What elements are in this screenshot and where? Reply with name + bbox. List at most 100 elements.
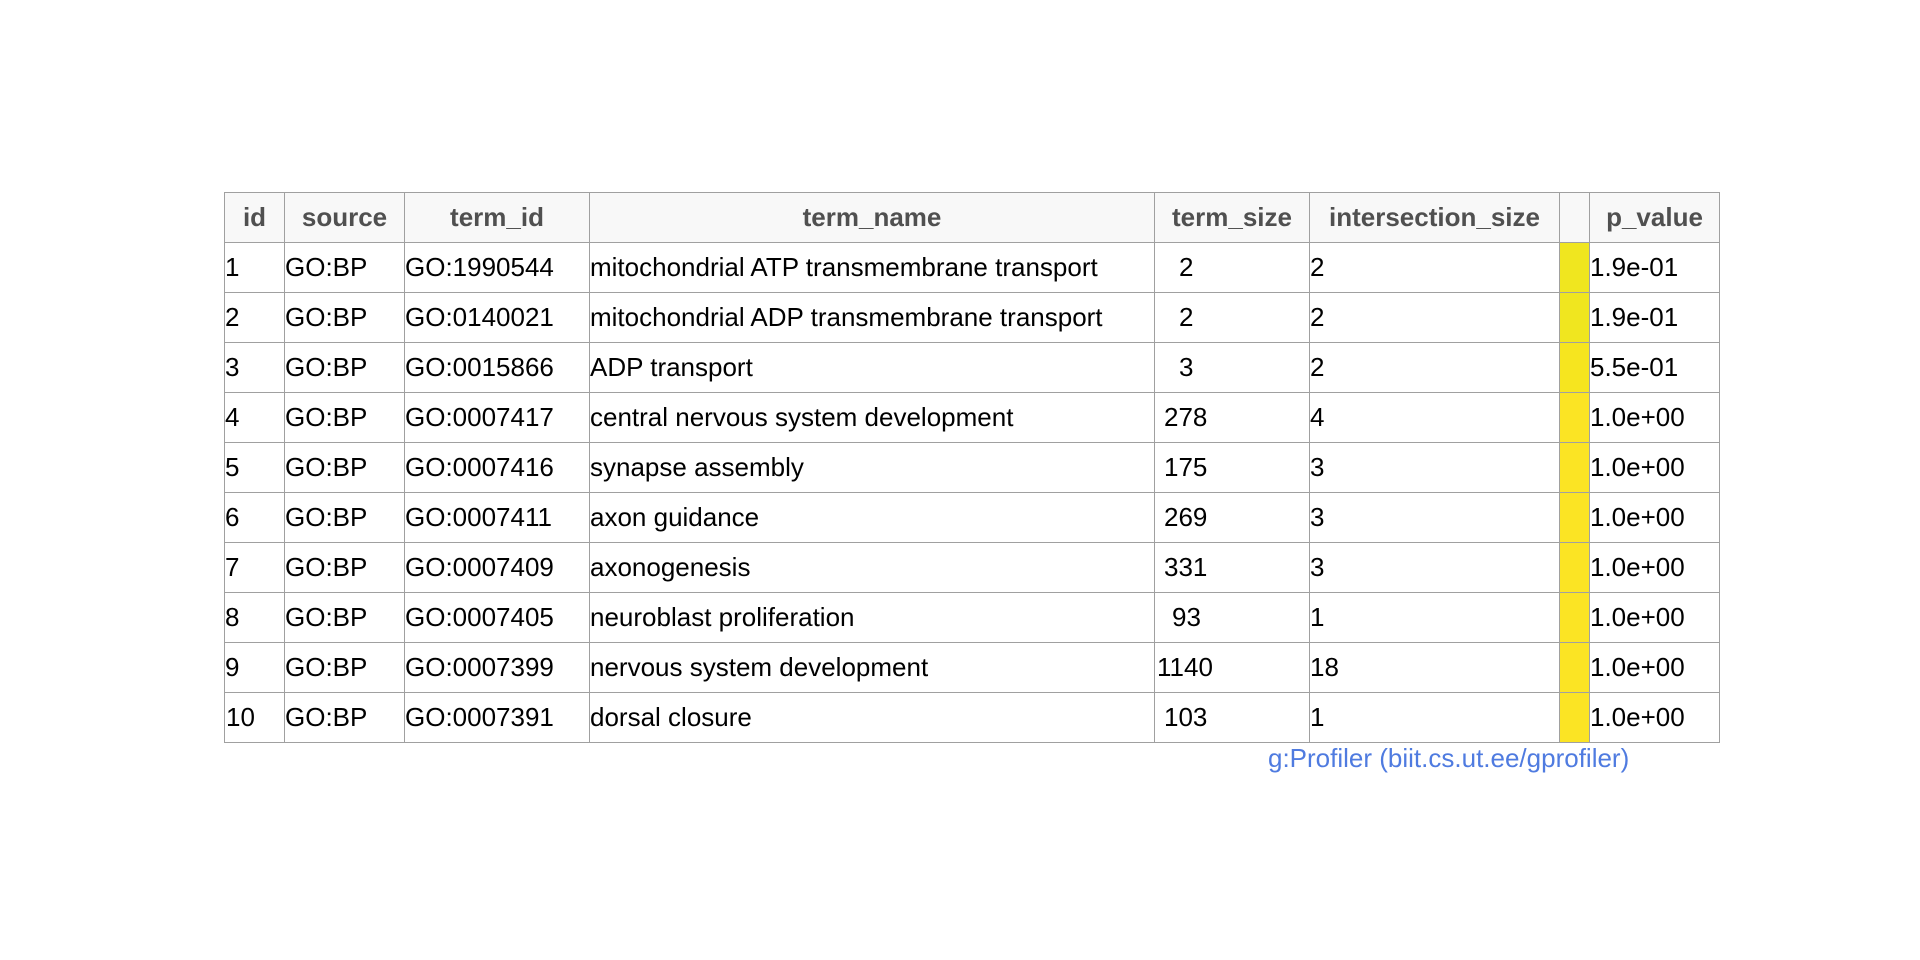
header-term-id: term_id bbox=[404, 192, 590, 243]
table-row: 1 GO:BP GO:1990544 mitochondrial ATP transm… bbox=[224, 242, 1720, 293]
gprofiler-credit: g:Profiler (biit.cs.ut.ee/gprofiler) bbox=[1268, 743, 1630, 773]
cell-term-size: 331 bbox=[1154, 542, 1310, 593]
cell-term-name: mitochondrial ADP transmembrane transpor… bbox=[589, 292, 1155, 343]
cell-id: 2 bbox=[224, 292, 285, 343]
table-row: 10 GO:BP GO:0007391 dorsal closure 103 1 1.0e+… bbox=[224, 692, 1720, 743]
cell-intersection-size: 1 bbox=[1309, 592, 1560, 643]
cell-term-name: synapse assembly bbox=[589, 442, 1155, 493]
cell-source: GO:BP bbox=[284, 492, 405, 543]
cell-p-value: 1.0e+00 bbox=[1589, 492, 1720, 543]
cell-source: GO:BP bbox=[284, 242, 405, 293]
cell-id: 8 bbox=[224, 592, 285, 643]
cell-term-name: mitochondrial ATP transmembrane transpor… bbox=[589, 242, 1155, 293]
table-header-row: id source term_id term_name term_size in… bbox=[224, 192, 1720, 243]
header-p-value: p_value bbox=[1589, 192, 1720, 243]
cell-id: 9 bbox=[224, 642, 285, 693]
cell-intersection-size: 2 bbox=[1309, 342, 1560, 393]
cell-source: GO:BP bbox=[284, 442, 405, 493]
cell-term-id: GO:0007411 bbox=[404, 492, 590, 543]
table-row: 5 GO:BP GO:0007416 synapse assembly 175 3 1.0e… bbox=[224, 442, 1720, 493]
cell-term-name: axonogenesis bbox=[589, 542, 1155, 593]
cell-term-id: GO:0007391 bbox=[404, 692, 590, 743]
cell-intersection-size: 18 bbox=[1309, 642, 1560, 693]
cell-p-value: 5.5e-01 bbox=[1589, 342, 1720, 393]
header-intersection-size: intersection_size bbox=[1309, 192, 1560, 243]
cell-source: GO:BP bbox=[284, 642, 405, 693]
table-row: 2 GO:BP GO:0140021 mitochondrial ADP transm… bbox=[224, 292, 1720, 343]
cell-intersection-size: 3 bbox=[1309, 442, 1560, 493]
cell-id: 4 bbox=[224, 392, 285, 443]
table-body: 1 GO:BP GO:1990544 mitochondrial ATP transm… bbox=[224, 242, 1720, 743]
cell-source: GO:BP bbox=[284, 592, 405, 643]
cell-term-name: axon guidance bbox=[589, 492, 1155, 543]
cell-id: 7 bbox=[224, 542, 285, 593]
cell-p-value: 1.0e+00 bbox=[1589, 542, 1720, 593]
cell-pvalue-color-bar bbox=[1559, 442, 1590, 493]
cell-term-name: dorsal closure bbox=[589, 692, 1155, 743]
cell-pvalue-color-bar bbox=[1559, 392, 1590, 443]
cell-term-size: 278 bbox=[1154, 392, 1310, 443]
cell-source: GO:BP bbox=[284, 542, 405, 593]
cell-term-id: GO:0007405 bbox=[404, 592, 590, 643]
cell-term-size: 93 bbox=[1154, 592, 1310, 643]
cell-id: 5 bbox=[224, 442, 285, 493]
cell-term-size: 2 bbox=[1154, 292, 1310, 343]
cell-source: GO:BP bbox=[284, 392, 405, 443]
cell-term-name: central nervous system development bbox=[589, 392, 1155, 443]
cell-p-value: 1.0e+00 bbox=[1589, 442, 1720, 493]
header-id: id bbox=[224, 192, 285, 243]
header-source: source bbox=[284, 192, 405, 243]
cell-intersection-size: 3 bbox=[1309, 492, 1560, 543]
cell-p-value: 1.0e+00 bbox=[1589, 692, 1720, 743]
cell-intersection-size: 2 bbox=[1309, 242, 1560, 293]
cell-p-value: 1.0e+00 bbox=[1589, 592, 1720, 643]
cell-term-size: 2 bbox=[1154, 242, 1310, 293]
table-row: 4 GO:BP GO:0007417 central nervous system d… bbox=[224, 392, 1720, 443]
cell-term-name: neuroblast proliferation bbox=[589, 592, 1155, 643]
cell-term-size: 1140 bbox=[1154, 642, 1310, 693]
cell-id: 1 bbox=[224, 242, 285, 293]
cell-source: GO:BP bbox=[284, 292, 405, 343]
cell-source: GO:BP bbox=[284, 692, 405, 743]
cell-id: 6 bbox=[224, 492, 285, 543]
cell-term-id: GO:0007416 bbox=[404, 442, 590, 493]
cell-term-id: GO:1990544 bbox=[404, 242, 590, 293]
cell-term-id: GO:0007399 bbox=[404, 642, 590, 693]
cell-term-id: GO:0140021 bbox=[404, 292, 590, 343]
table-row: 9 GO:BP GO:0007399 nervous system developme… bbox=[224, 642, 1720, 693]
cell-pvalue-color-bar bbox=[1559, 342, 1590, 393]
cell-term-id: GO:0007417 bbox=[404, 392, 590, 443]
cell-pvalue-color-bar bbox=[1559, 292, 1590, 343]
cell-pvalue-color-bar bbox=[1559, 592, 1590, 643]
cell-p-value: 1.0e+00 bbox=[1589, 642, 1720, 693]
cell-term-name: nervous system development bbox=[589, 642, 1155, 693]
table-row: 6 GO:BP GO:0007411 axon guidance 269 3 1.0e+00 bbox=[224, 492, 1720, 543]
cell-intersection-size: 2 bbox=[1309, 292, 1560, 343]
cell-term-name: ADP transport bbox=[589, 342, 1155, 393]
header-term-size: term_size bbox=[1154, 192, 1310, 243]
cell-id: 3 bbox=[224, 342, 285, 393]
cell-term-id: GO:0007409 bbox=[404, 542, 590, 593]
cell-term-size: 269 bbox=[1154, 492, 1310, 543]
cell-intersection-size: 4 bbox=[1309, 392, 1560, 443]
cell-pvalue-color-bar bbox=[1559, 692, 1590, 743]
cell-intersection-size: 3 bbox=[1309, 542, 1560, 593]
cell-pvalue-color-bar bbox=[1559, 642, 1590, 693]
cell-p-value: 1.0e+00 bbox=[1589, 392, 1720, 443]
cell-source: GO:BP bbox=[284, 342, 405, 393]
cell-intersection-size: 1 bbox=[1309, 692, 1560, 743]
table-row: 3 GO:BP GO:0015866 ADP transport 3 2 5.5e-01 bbox=[224, 342, 1720, 393]
cell-term-id: GO:0015866 bbox=[404, 342, 590, 393]
cell-p-value: 1.9e-01 bbox=[1589, 292, 1720, 343]
cell-term-size: 175 bbox=[1154, 442, 1310, 493]
table-row: 7 GO:BP GO:0007409 axonogenesis 331 3 1.0e+00 bbox=[224, 542, 1720, 593]
cell-pvalue-color-bar bbox=[1559, 542, 1590, 593]
cell-term-size: 3 bbox=[1154, 342, 1310, 393]
cell-id: 10 bbox=[224, 692, 285, 743]
cell-term-size: 103 bbox=[1154, 692, 1310, 743]
header-color-bar bbox=[1559, 192, 1590, 243]
cell-p-value: 1.9e-01 bbox=[1589, 242, 1720, 293]
enrichment-table: id source term_id term_name term_size in… bbox=[224, 192, 1720, 743]
cell-pvalue-color-bar bbox=[1559, 492, 1590, 543]
